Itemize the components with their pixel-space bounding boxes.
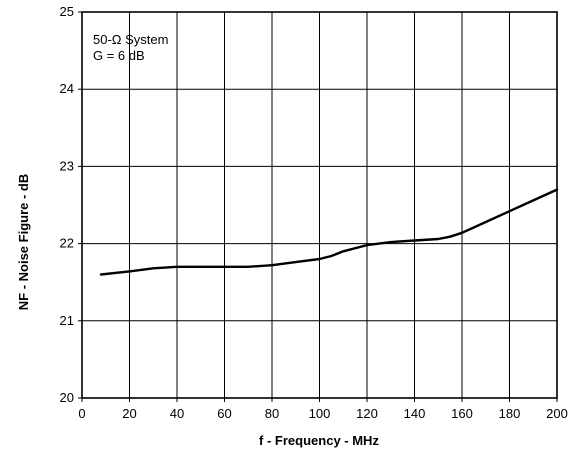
x-tick-label: 200	[546, 406, 568, 421]
series-line-noise-figure	[99, 188, 559, 276]
y-tick-label: 21	[60, 313, 74, 328]
y-tick-label: 22	[60, 236, 74, 251]
x-tick-label: 180	[499, 406, 521, 421]
x-tick-label: 140	[404, 406, 426, 421]
x-tick-label: 60	[217, 406, 231, 421]
x-tick-label: 120	[356, 406, 378, 421]
x-tick-label: 160	[451, 406, 473, 421]
y-axis-title: NF - Noise Figure - dB	[16, 174, 31, 311]
x-tick-label: 100	[309, 406, 331, 421]
y-tick-label: 25	[60, 4, 74, 19]
y-tick-label: 20	[60, 390, 74, 405]
x-tick-label: 20	[122, 406, 136, 421]
x-tick-label: 40	[170, 406, 184, 421]
series-layer	[99, 188, 559, 276]
x-tick-label: 80	[265, 406, 279, 421]
grid-lines	[82, 12, 557, 398]
x-axis-title: f - Frequency - MHz	[259, 433, 379, 448]
y-tick-label: 23	[60, 158, 74, 173]
y-tick-label: 24	[60, 81, 74, 96]
x-tick-label: 0	[78, 406, 85, 421]
annotation-system: 50-Ω System	[93, 32, 168, 47]
plot-frame	[81, 11, 558, 399]
axis-ticks: 0 20 40 60 80 100 120 140 160 180 200 20 21 22 23 24 25	[60, 4, 568, 421]
annotation-gain: G = 6 dB	[93, 48, 145, 63]
